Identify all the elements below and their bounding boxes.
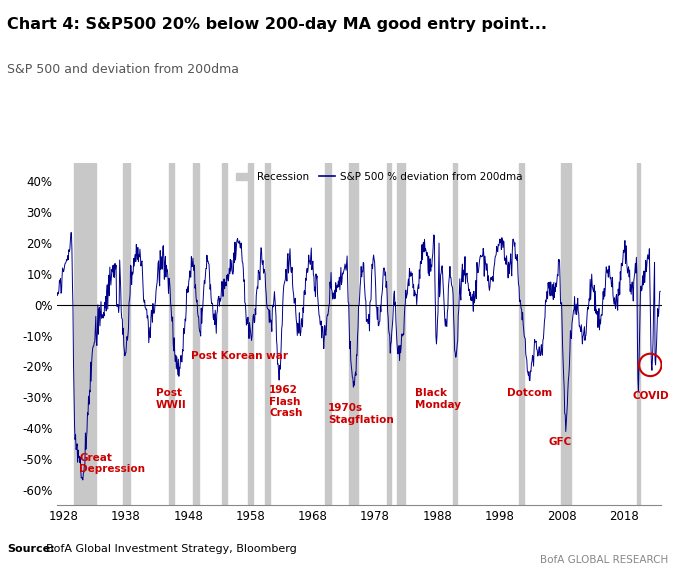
Text: BofA Global Investment Strategy, Bloomberg: BofA Global Investment Strategy, Bloombe… xyxy=(46,544,296,554)
Bar xyxy=(223,163,227,505)
Text: Source:: Source: xyxy=(7,544,55,554)
Bar xyxy=(325,163,331,505)
Text: Black
Monday: Black Monday xyxy=(416,388,462,409)
Text: Dotcom: Dotcom xyxy=(507,388,552,398)
Bar xyxy=(74,163,96,505)
Bar xyxy=(520,163,524,505)
Text: GFC: GFC xyxy=(548,437,572,448)
Bar xyxy=(123,163,130,505)
Bar xyxy=(561,163,571,505)
Text: Post
WWII: Post WWII xyxy=(156,388,186,409)
Text: COVID: COVID xyxy=(632,391,669,401)
Bar xyxy=(248,163,253,505)
Bar xyxy=(265,163,270,505)
Bar xyxy=(193,163,199,505)
Text: BofA GLOBAL RESEARCH: BofA GLOBAL RESEARCH xyxy=(540,555,668,565)
Legend: Recession, S&P 500 % deviation from 200dma: Recession, S&P 500 % deviation from 200d… xyxy=(232,168,526,186)
Bar xyxy=(637,163,640,505)
Bar xyxy=(349,163,358,505)
Bar xyxy=(398,163,405,505)
Text: Post Korean war: Post Korean war xyxy=(191,351,288,361)
Bar xyxy=(169,163,174,505)
Text: Great
Depression: Great Depression xyxy=(79,453,145,475)
Text: Chart 4: S&P500 20% below 200-day MA good entry point...: Chart 4: S&P500 20% below 200-day MA goo… xyxy=(7,17,547,32)
Text: S&P 500 and deviation from 200dma: S&P 500 and deviation from 200dma xyxy=(7,63,239,76)
Bar xyxy=(387,163,392,505)
Text: 1962
Flash
Crash: 1962 Flash Crash xyxy=(269,385,302,418)
Bar xyxy=(454,163,457,505)
Text: 1970s
Stagflation: 1970s Stagflation xyxy=(328,404,394,425)
